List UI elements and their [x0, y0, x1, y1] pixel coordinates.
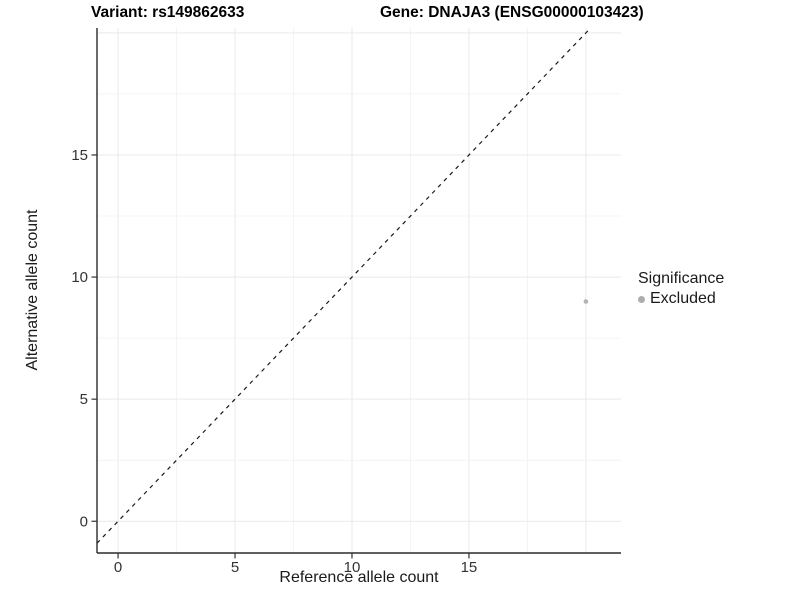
legend-item-excluded: Excluded [638, 290, 724, 308]
identity-line [96, 27, 592, 544]
plot-title-gene: Gene: DNAJA3 (ENSG00000103423) [380, 4, 644, 21]
y-tick-label: 15 [71, 147, 88, 164]
data-point [583, 299, 589, 304]
legend-title: Significance [638, 270, 725, 287]
y-tick-label: 5 [80, 391, 88, 408]
x-tick-label: 5 [231, 559, 239, 576]
x-axis-title: Reference allele count [279, 569, 439, 586]
y-tick-label: 0 [80, 513, 88, 530]
x-tick-label: 15 [461, 559, 478, 576]
x-tick-label: 0 [114, 559, 122, 576]
plot-title-variant: Variant: rs149862633 [91, 4, 245, 21]
y-axis-title: Alternative allele count [24, 209, 41, 371]
y-tick-label: 10 [71, 269, 88, 286]
legend: Significance Excluded [638, 270, 724, 308]
legend-item-label: Excluded [650, 290, 716, 307]
legend-point-swatch [638, 295, 645, 303]
x-tick-label: 10 [344, 559, 361, 576]
